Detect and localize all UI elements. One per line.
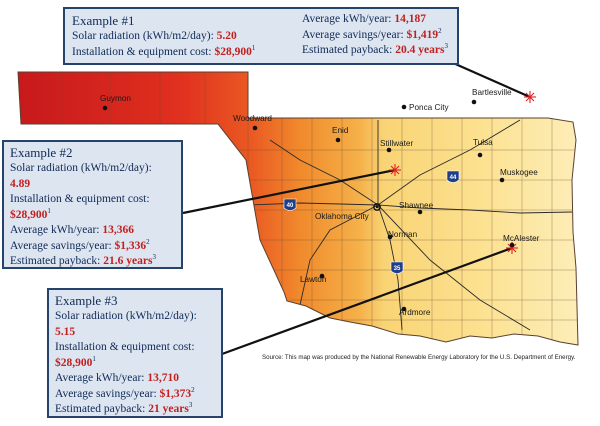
radiation-row: Solar radiation (kWh/m2/day): 5.20 (72, 30, 237, 42)
radiation-label: Solar radiation (kWh/m2/day): (10, 162, 152, 174)
kwh-value: 13,710 (147, 372, 180, 384)
city-ardmore: Ardmore (399, 306, 431, 317)
savings-row: Average savings/year: $1,3732 (55, 385, 195, 400)
cost-label: Installation & equipment cost: (10, 193, 150, 205)
svg-text:Shawnee: Shawnee (399, 201, 434, 210)
city-norman: Norman (387, 230, 418, 240)
interstate-shield-icon: 40 (283, 198, 297, 211)
example-2-box: Example #2 Solar radiation (kWh/m2/day):… (2, 140, 183, 269)
cost-row: Installation & equipment cost: $28,9001 (72, 43, 256, 58)
example-title: Example #2 (10, 145, 73, 160)
cost-row: $28,9001 (10, 206, 51, 221)
cost-row: $28,9001 (55, 354, 96, 369)
svg-text:Woodward: Woodward (233, 114, 272, 123)
svg-text:44: 44 (450, 175, 457, 181)
starburst-marker-icon (389, 164, 401, 176)
savings-value: $1,336 (114, 239, 147, 252)
svg-text:McAlester: McAlester (503, 234, 540, 243)
radiation-value: 5.15 (55, 325, 76, 338)
svg-text:Norman: Norman (388, 230, 418, 239)
example-1-box: Example #1 Solar radiation (kWh/m2/day):… (63, 7, 459, 65)
payback-row: Estimated payback: 21 years3 (55, 401, 193, 415)
svg-text:Guymon: Guymon (100, 94, 131, 103)
kwh-row: Average kWh/year: 13,710 (55, 372, 180, 384)
city-lawton: Lawton (300, 273, 327, 284)
payback-value: 21.6 years (103, 255, 153, 267)
starburst-marker-icon (524, 91, 536, 103)
city-enid: Enid (332, 126, 349, 143)
source-note: Source: This map was produced by the Nat… (262, 354, 576, 361)
svg-text:Stillwater: Stillwater (380, 139, 413, 148)
interstate-shield-icon: 44 (446, 170, 460, 183)
city-mcalester: McAlester (503, 234, 540, 248)
savings-row: Average savings/year: $1,4192 (302, 26, 442, 41)
kwh-value: 14,187 (394, 13, 427, 25)
city-muskogee: Muskogee (499, 168, 538, 183)
svg-text:Ardmore: Ardmore (399, 308, 431, 317)
city-oklahoma-city: Oklahoma City (315, 203, 381, 221)
cost-value: $28,900 (55, 356, 93, 369)
radiation-label: Solar radiation (kWh/m2/day): (55, 310, 197, 322)
svg-text:Muskogee: Muskogee (500, 168, 538, 177)
city-shawnee: Shawnee (399, 201, 434, 215)
svg-text:Enid: Enid (332, 126, 349, 135)
svg-text:Tulsa: Tulsa (473, 138, 493, 147)
savings-value: $1,373 (159, 387, 192, 400)
interstate-shield-icon: 35 (390, 261, 404, 274)
svg-text:Bartlesville: Bartlesville (472, 88, 512, 97)
savings-value: $1,419 (406, 28, 439, 41)
kwh-value: 13,366 (102, 224, 135, 236)
payback-row: Estimated payback: 20.4 years3 (302, 42, 448, 56)
city-guymon: Guymon (100, 94, 131, 111)
svg-text:Oklahoma City: Oklahoma City (315, 212, 370, 221)
radiation-value: 4.89 (10, 177, 31, 190)
county-lines (59, 72, 578, 342)
radiation-value: 5.20 (216, 30, 237, 42)
example-3-box: Example #3 Solar radiation (kWh/m2/day):… (47, 288, 223, 418)
city-woodward: Woodward (233, 114, 272, 131)
svg-text:Lawton: Lawton (300, 275, 327, 284)
city-ponca-city: Ponca City (401, 103, 449, 112)
city-bartlesville: Bartlesville (471, 88, 512, 105)
payback-row: Estimated payback: 21.6 years3 (10, 253, 156, 267)
city-tulsa: Tulsa (473, 138, 493, 158)
kwh-row: Average kWh/year: 13,366 (10, 224, 135, 236)
svg-text:35: 35 (394, 266, 401, 272)
cost-label: Installation & equipment cost: (55, 341, 195, 353)
cost-value: $28,900 (214, 45, 252, 58)
kwh-row: Average kWh/year: 14,187 (302, 13, 427, 25)
cost-value: $28,900 (10, 208, 48, 221)
city-stillwater: Stillwater (380, 139, 413, 153)
svg-text:40: 40 (287, 203, 294, 209)
svg-text:Ponca City: Ponca City (409, 103, 449, 112)
payback-value: 21 years (148, 403, 189, 415)
payback-value: 20.4 years (395, 44, 445, 56)
savings-row: Average savings/year: $1,3362 (10, 237, 150, 252)
example-title: Example #1 (72, 13, 135, 28)
example-title: Example #3 (55, 293, 118, 308)
